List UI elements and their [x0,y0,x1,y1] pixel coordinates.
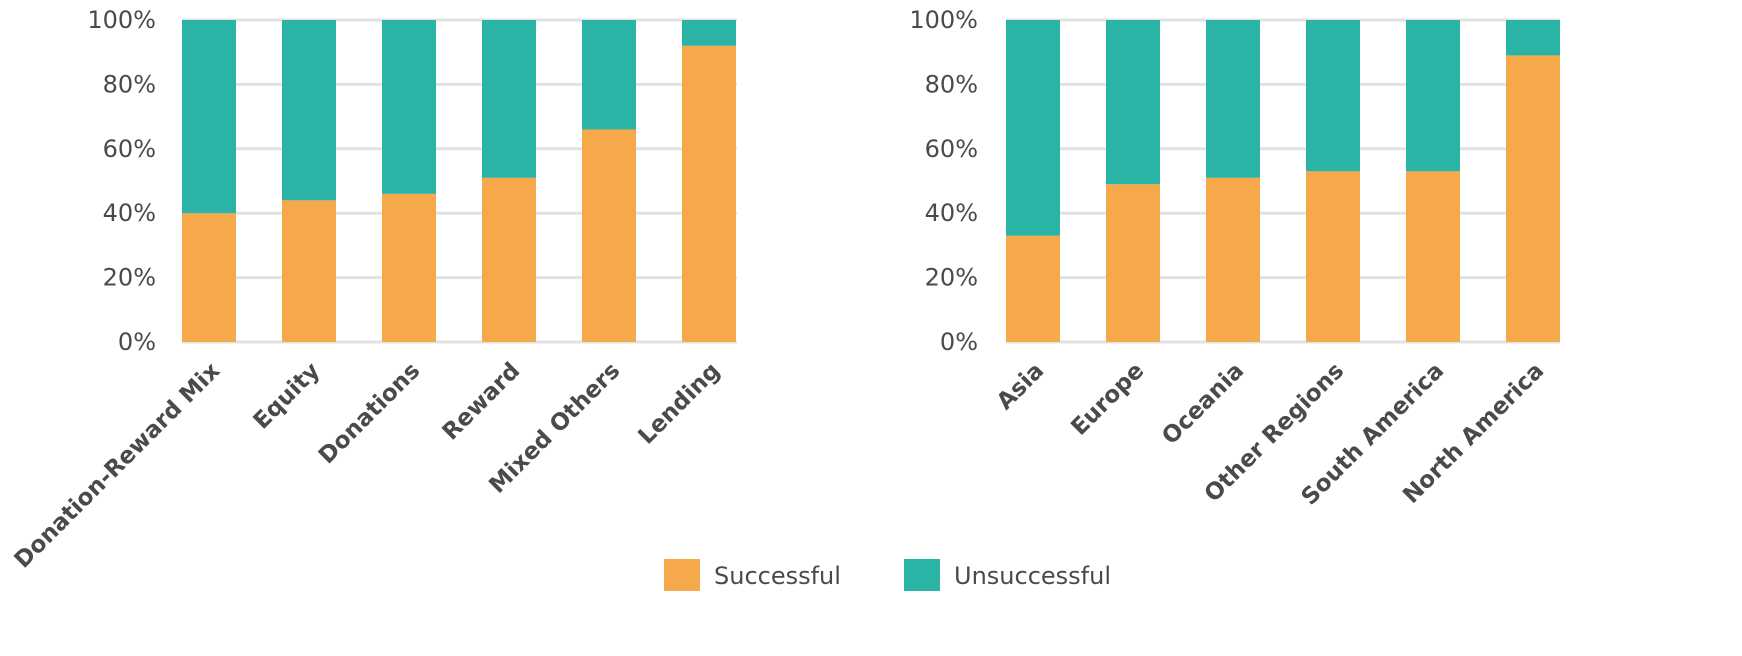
bar-successful [282,200,336,342]
y-tick-label: 20% [925,264,978,292]
bar-unsuccessful [1306,20,1360,172]
y-tick-label: 0% [940,328,978,356]
bar-unsuccessful [582,20,636,130]
bar-unsuccessful [282,20,336,201]
bar-unsuccessful [1206,20,1260,178]
bar-successful [682,45,736,342]
x-category-label: Oceania [1157,358,1249,450]
bar-unsuccessful [682,20,736,46]
bar-unsuccessful [1406,20,1460,172]
x-category-label: Reward [438,358,526,446]
x-category-label: Asia [992,358,1049,415]
legend-label-successful: Successful [714,562,841,590]
y-tick-label: 60% [925,135,978,163]
bar-successful [1506,55,1560,343]
y-tick-label: 40% [103,199,156,227]
y-tick-label: 40% [925,199,978,227]
x-category-label: Europe [1066,358,1149,441]
legend-swatch-successful [664,559,700,591]
bar-successful [1406,171,1460,342]
bar-successful [1206,177,1260,342]
bar-unsuccessful [1006,20,1060,236]
y-tick-label: 60% [103,135,156,163]
bar-unsuccessful [1106,20,1160,185]
bar-successful [1106,184,1160,342]
bar-unsuccessful [1506,20,1560,56]
y-tick-label: 100% [87,6,156,34]
bar-unsuccessful [382,20,436,194]
y-tick-label: 80% [103,70,156,98]
y-tick-label: 0% [118,328,156,356]
bar-unsuccessful [482,20,536,178]
x-category-label: Donation-Reward Mix [10,358,226,574]
bar-successful [182,213,236,342]
legend-swatch-unsuccessful [904,559,940,591]
bar-unsuccessful [182,20,236,214]
y-tick-label: 100% [909,6,978,34]
bar-successful [582,129,636,342]
x-category-label: Equity [249,358,326,435]
legend-label-unsuccessful: Unsuccessful [954,562,1111,590]
bar-successful [1006,235,1060,342]
bar-successful [482,177,536,342]
y-tick-label: 20% [103,264,156,292]
y-tick-label: 80% [925,70,978,98]
bar-successful [382,193,436,342]
x-category-label: Lending [633,358,725,450]
bar-successful [1306,171,1360,342]
x-category-label: Donations [314,358,425,469]
